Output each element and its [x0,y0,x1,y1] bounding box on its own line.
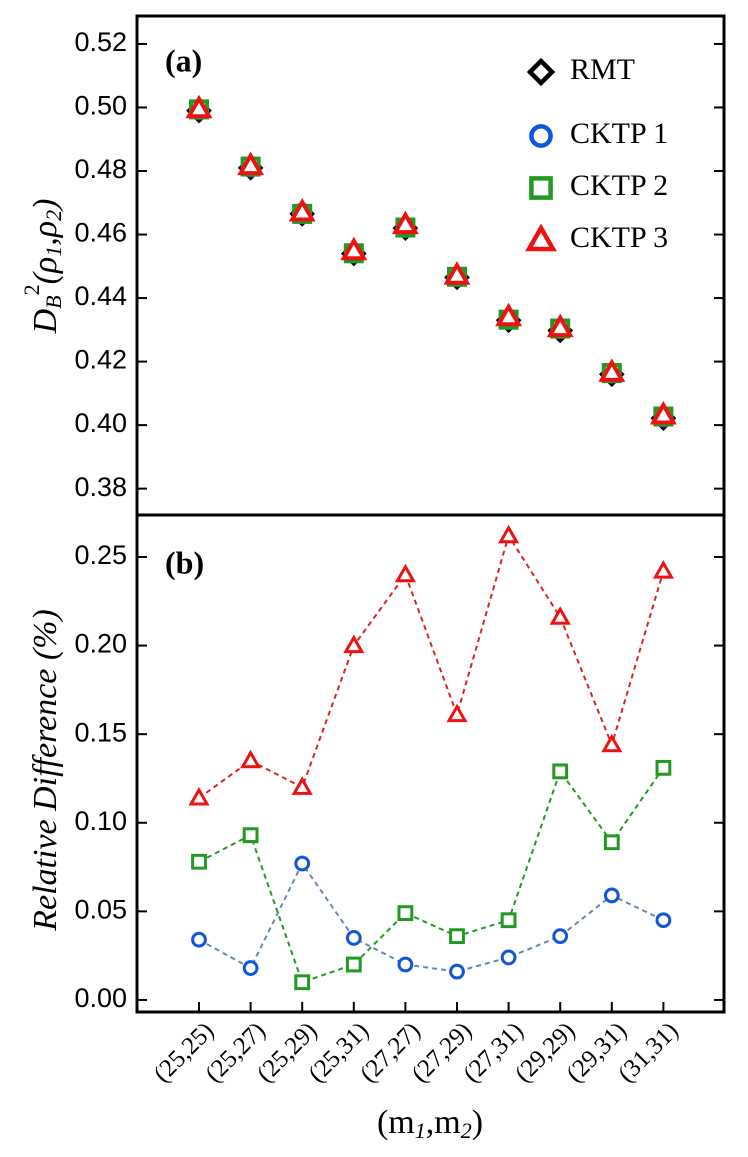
marker [340,236,368,261]
legend-label: CKTP 3 [570,221,668,254]
label-part: 1 [415,1118,426,1143]
marker [345,956,362,973]
marker [529,176,553,200]
marker [397,905,414,922]
marker [343,634,365,654]
label-part: D [27,308,64,334]
marker [237,151,265,176]
label-part: ) [27,199,64,212]
marker [603,834,620,851]
y-tick-label: 0.48 [74,154,127,184]
label-part: 2 [461,1118,472,1143]
y-tick-label: 0.38 [74,472,127,502]
marker [552,763,569,780]
y-tick-label: 0.44 [74,281,127,311]
y-tick-label: 0.10 [74,806,127,836]
y-tick-label: 0.50 [74,91,127,121]
label-part: 2 [19,284,44,295]
marker [529,124,553,148]
marker [552,928,569,945]
panel-label: (a) [165,42,202,78]
marker [655,912,672,929]
marker [345,930,362,946]
y-tick-label: 0.40 [74,408,127,438]
legend-label: RMT [570,53,635,86]
marker [242,960,259,976]
marker [185,94,213,119]
marker [191,931,207,948]
panel-label: (b) [165,544,204,580]
marker [449,928,465,945]
label-part: ) [472,1104,483,1141]
marker [391,210,419,235]
marker [525,223,557,252]
marker [288,197,316,222]
marker [191,853,207,870]
y-tick-label: 0.25 [74,540,127,570]
marker [294,855,311,872]
marker [495,302,523,327]
x-axis-label: (m1,m2) [377,1104,483,1143]
marker [603,887,620,904]
y-tick-label: 0.15 [74,717,127,747]
y-axis-label: DB2(ρ1,ρ2) [19,199,66,335]
marker [240,749,262,769]
label-part: B [41,295,66,308]
marker [294,974,311,991]
label-part: 2 [41,210,66,221]
y-tick-label: 0.00 [74,983,127,1013]
label-part: (m [377,1104,415,1141]
marker [526,57,556,87]
y-tick-label: 0.42 [74,345,127,375]
marker [188,786,210,806]
y-axis-label: Relative Difference (%) [27,609,64,932]
marker [649,400,677,425]
marker [397,956,414,973]
y-tick-label: 0.20 [74,629,127,659]
series-line [198,767,665,984]
marker [655,759,672,776]
series-line [198,533,665,799]
marker [652,560,674,579]
label-part: ,ρ [27,221,64,246]
label-part: (ρ [27,257,64,285]
y-tick-label: 0.52 [74,27,127,57]
series-line [198,861,664,973]
marker [443,261,471,285]
marker [546,313,574,338]
marker [242,827,259,844]
y-tick-label: 0.05 [74,894,127,924]
marker [549,606,571,625]
label-part: ,m [426,1104,461,1141]
marker [291,776,313,795]
marker [601,733,623,753]
x-tick-label: (31,31) [613,1017,684,1088]
marker [598,358,626,382]
marker [500,949,517,966]
legend-label: CKTP 2 [570,169,668,202]
marker [449,963,465,980]
marker [498,524,520,544]
y-tick-label: 0.46 [74,218,127,248]
legend-label: CKTP 1 [570,117,668,150]
marker [446,703,468,723]
marker [500,912,517,929]
marker [394,563,416,583]
label-part: 1 [41,246,66,257]
